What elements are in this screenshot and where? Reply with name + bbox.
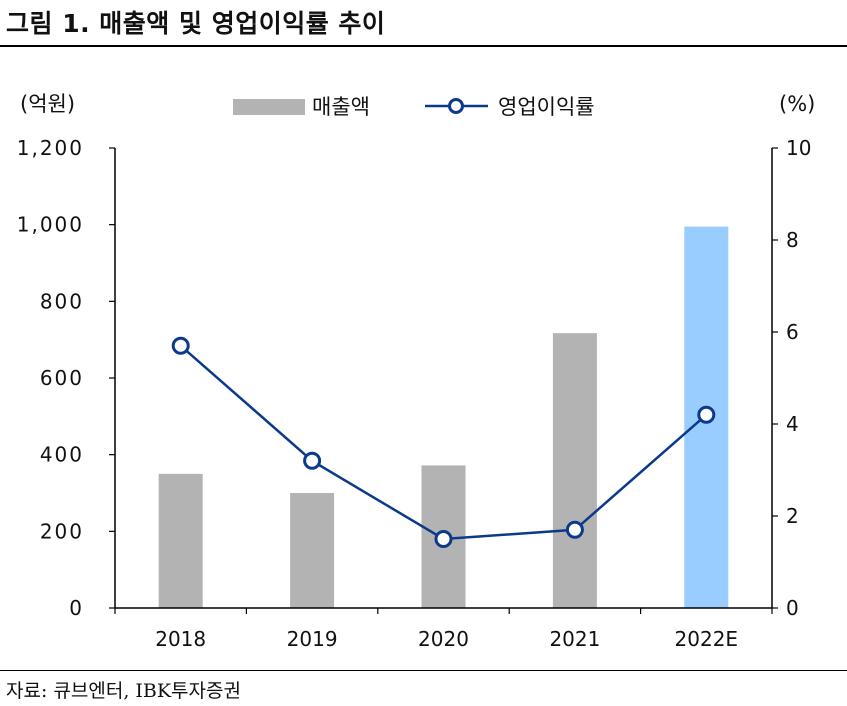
chart-area: 0 200 400 600 800 1,000 1,200 0 2 4 6 8 10 2018 2019 20… <box>17 92 816 651</box>
legend-bar-label: 매출액 <box>312 95 370 119</box>
x-tick-label: 2019 <box>287 627 338 651</box>
legend-line-marker <box>448 98 464 114</box>
right-axis-label: (%) <box>779 92 815 116</box>
bar-2019 <box>290 493 335 608</box>
chart-title: 그림 1. 매출액 및 영업이익률 추이 <box>6 9 386 38</box>
left-tick-label: 400 <box>40 443 84 467</box>
right-tick-label: 10 <box>786 136 811 160</box>
left-tick-label: 1,000 <box>17 213 84 237</box>
left-axis-label: (억원) <box>20 92 75 116</box>
source-note: 자료: 큐브엔터, IBK투자증권 <box>6 680 241 702</box>
line-point-2018 <box>171 336 190 355</box>
right-tick-label: 2 <box>786 504 799 528</box>
x-tick-label: 2021 <box>549 627 600 651</box>
line-point-2022E <box>697 405 716 424</box>
right-tick-label: 6 <box>786 320 799 344</box>
left-tick-label: 200 <box>40 519 84 543</box>
x-tick-label: 2018 <box>155 627 206 651</box>
right-tick-label: 0 <box>786 596 799 620</box>
left-tick-label: 800 <box>40 289 84 313</box>
line-point-2021 <box>565 520 584 539</box>
title-divider <box>0 45 847 47</box>
bar-2018 <box>158 473 203 608</box>
right-tick-label: 4 <box>786 412 799 436</box>
legend-line-label: 영업이익률 <box>498 95 595 119</box>
left-tick-label: 600 <box>40 366 84 390</box>
legend-bar-swatch <box>233 99 305 115</box>
bar-2021 <box>552 333 597 608</box>
x-tick-label: 2020 <box>418 627 469 651</box>
line-point-2020 <box>434 530 453 548</box>
left-tick-label: 1,200 <box>17 136 84 160</box>
left-tick-label: 0 <box>69 596 84 620</box>
source-divider <box>0 670 847 671</box>
line-point-2019 <box>303 451 322 470</box>
right-tick-label: 8 <box>786 228 799 252</box>
x-tick-label: 2022E <box>675 627 739 651</box>
